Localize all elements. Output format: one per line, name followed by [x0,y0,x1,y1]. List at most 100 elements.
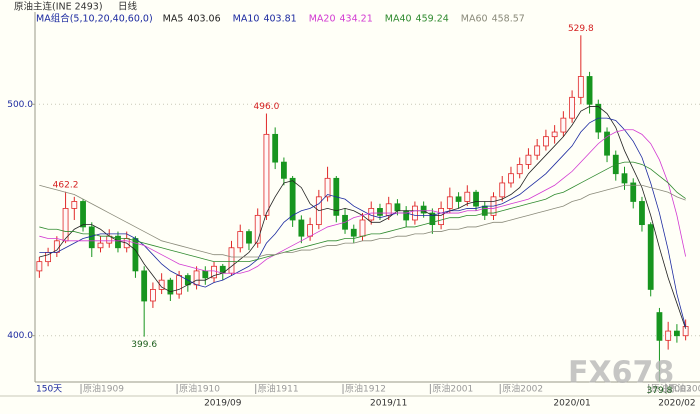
candle-body [324,177,331,198]
y-tick-label: 400.0 [7,331,33,341]
annotation: 496.0 [254,102,280,112]
legend-name: MA40 [385,14,412,25]
candle-body [665,330,672,341]
watermark: FX678 [568,356,674,391]
candle-body [639,201,645,226]
x-tick-label: 2020/02 [658,399,695,409]
contract-label: 原油1909 [83,383,124,395]
candle-body [377,208,383,216]
candle-body [193,270,200,286]
candle-body [411,205,418,221]
candle-body [429,212,436,226]
candle-body [438,208,445,226]
candle-body [569,96,575,119]
candle-body [473,191,479,207]
candle-body [88,226,95,249]
candle-body [499,182,506,198]
candle-body [167,279,174,295]
ma-group: MA组合(5,10,20,40,60,0) [36,13,153,25]
annotation: 399.6 [131,340,157,350]
candle-body [97,242,104,249]
candle-body [464,191,471,202]
candle-body [228,247,235,274]
legend-value: 459.24 [416,14,449,25]
contract-label: 原油2004 [668,383,700,395]
candle-body [350,228,357,237]
candle-body [211,265,217,279]
candle-body [560,117,567,133]
candle-body [280,161,287,179]
candle-body [674,330,680,337]
annotation: 529.8 [568,24,594,34]
candle-body [263,133,270,216]
candle-body [577,76,584,98]
legend-value: 458.57 [492,14,525,25]
candle-body [202,270,209,279]
candle-body [647,224,654,290]
candle-body [115,235,121,249]
candle-body [80,201,86,228]
candle-body [298,219,305,237]
candle-body [621,173,628,184]
annotation: 462.2 [53,180,79,190]
period: 日线 [118,1,138,13]
candle-body [289,177,296,221]
candle-body [141,270,148,302]
candle-body [543,136,549,147]
legend-value: 403.81 [263,14,296,25]
candle-body [630,182,637,202]
legend-value: 403.06 [187,14,220,25]
candle-body [385,203,392,216]
contract-label: 原油2001 [432,383,473,395]
candle-body [586,76,593,105]
candle-body [71,201,78,209]
legend-name: MA10 [233,14,260,25]
ma-line [39,184,686,258]
chart-title: 原油主连(INE 2493) [14,1,103,13]
ma-line [39,117,687,327]
ma-line [39,129,687,274]
candle-body [149,289,156,302]
legend-name: MA20 [309,14,336,25]
candle-body [158,279,165,290]
candle-body [307,224,314,237]
candle-body [403,210,410,221]
candle-body [36,261,43,272]
legend-name: MA60 [461,14,488,25]
candle-body [246,231,252,244]
candle-body [237,231,244,249]
x-tick-label: 2019/11 [370,399,407,409]
y-tick-label: 500.0 [7,100,33,110]
candle-body [551,131,558,138]
x-tick-label: 2020/01 [553,399,590,409]
candle-body [481,205,488,216]
candle-body [176,275,183,295]
legend-value: 434.21 [340,14,373,25]
candle-body [525,154,532,165]
candle-body [272,133,279,163]
candle-body [455,196,462,202]
contract-label: 原油2002 [502,383,543,395]
candle-body [516,164,523,175]
candle-body [604,131,610,156]
ma-line [39,161,686,263]
x-tick-label: 2019/09 [204,399,242,409]
candle-body [534,145,541,156]
days-label: 150天 [36,385,62,395]
contract-label: 原油2003 [651,383,692,395]
contract-label: 原油1910 [179,383,220,395]
contract-label: 原油1912 [345,383,386,395]
candle-body [394,203,401,212]
candle-body [359,219,366,237]
legend-name: MA5 [163,14,184,25]
candle-body [62,208,69,242]
candle-body [254,214,261,244]
candle-body [656,312,663,341]
annotation: 379.8 [647,386,673,396]
contract-label: 原油1911 [258,383,299,395]
candle-body [508,173,514,184]
candle-body [420,205,427,214]
